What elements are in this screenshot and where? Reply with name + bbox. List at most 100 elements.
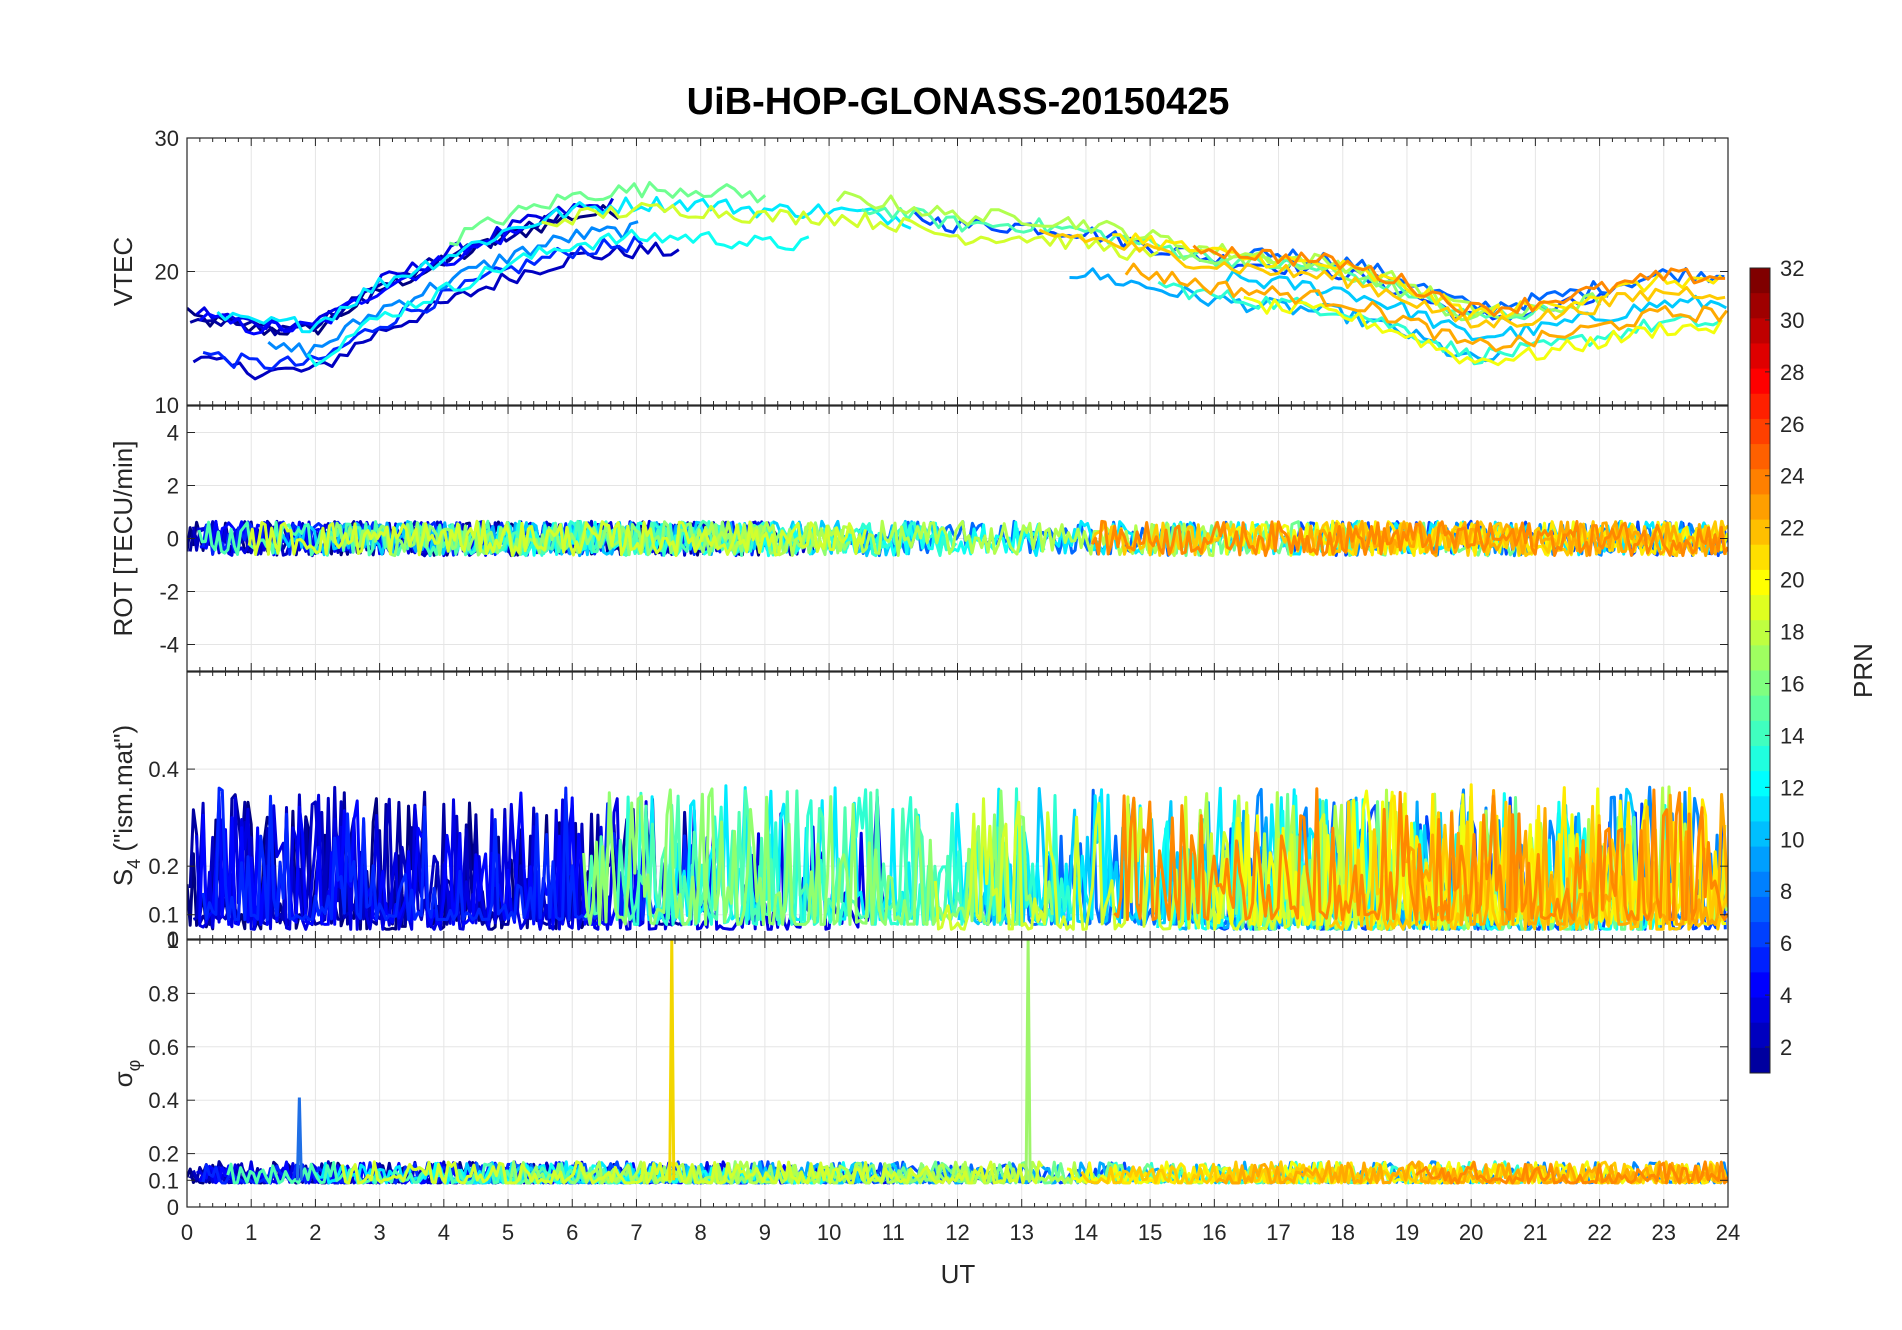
x-tick-label: 15: [1138, 1220, 1162, 1245]
colorbar-tick-label: 20: [1780, 568, 1804, 593]
series-prn-11: [271, 519, 936, 558]
colorbar-tick-label: 22: [1780, 516, 1804, 541]
x-tick-label: 24: [1716, 1220, 1740, 1245]
colorbar-tick-label: 30: [1780, 308, 1804, 333]
colorbar-tick-label: 8: [1780, 879, 1792, 904]
series-prn-12: [216, 196, 912, 334]
colorbar-tick-label: 2: [1780, 1035, 1792, 1060]
colorbar-tick-label: 6: [1780, 931, 1792, 956]
colorbar-tick-label: 24: [1780, 464, 1804, 489]
series-prn-24: [1090, 519, 1728, 558]
series-prn-24: [1113, 787, 1728, 922]
series-prn-11: [1224, 269, 1728, 342]
x-tick-label: 5: [502, 1220, 514, 1245]
y-axis-label: S4 ("ism.mat"): [108, 725, 144, 886]
y-tick-label: 0: [167, 1195, 179, 1220]
series-prn-9: [267, 220, 639, 359]
series-prn-18: [835, 190, 1501, 317]
series-prn-8: [1245, 247, 1725, 313]
series-prn-24: [1192, 244, 1726, 317]
y-tick-label: 0.2: [148, 1142, 179, 1167]
panel-2: -4 -2 0 2 4 ROT [TECU/min]: [108, 405, 1729, 672]
x-tick-label: 23: [1652, 1220, 1676, 1245]
colorbar-tick-label: 26: [1780, 412, 1804, 437]
x-tick-label: 12: [945, 1220, 969, 1245]
x-tick-label: 2: [309, 1220, 321, 1245]
series-prn-16: [448, 181, 767, 247]
y-tick-label: 0.2: [148, 854, 179, 879]
y-tick-label: 0.8: [148, 981, 179, 1006]
x-tick-label: 21: [1523, 1220, 1547, 1245]
series-prn-4: [195, 197, 615, 332]
x-tick-label: 22: [1587, 1220, 1611, 1245]
x-tick-label: 14: [1074, 1220, 1098, 1245]
colorbar-tick-label: 18: [1780, 620, 1804, 645]
series-prn-23: [1124, 262, 1728, 353]
series-prn-6: [202, 235, 644, 371]
colorbar-tick-label: 12: [1780, 775, 1804, 800]
series-prn-20: [1243, 295, 1723, 367]
x-axis: 0 1 2 3 4 5 6 7 8 9 10 11 12 13 14 15 16 17 18 19 20 21 22 23 24: [181, 1220, 1740, 1245]
colorbar-tick-label: 10: [1780, 827, 1804, 852]
x-tick-label: 6: [566, 1220, 578, 1245]
y-tick-label: 0: [167, 927, 179, 952]
colorbar-tick-label: 32: [1780, 256, 1804, 281]
y-tick-label: 1: [167, 928, 179, 953]
series-prn-19: [247, 519, 867, 558]
y-tick-label: 0.4: [148, 1088, 179, 1113]
x-tick-label: 4: [438, 1220, 450, 1245]
colorbar-tick-label: 14: [1780, 723, 1804, 748]
series-prn-19: [340, 1160, 1044, 1185]
x-tick-label: 19: [1395, 1220, 1419, 1245]
y-tick-label: 0.4: [148, 757, 179, 782]
panel-1: 10 20 30 VTEC: [108, 126, 1729, 418]
x-axis-label: UT: [941, 1259, 976, 1289]
colorbar-tick-label: 16: [1780, 671, 1804, 696]
colorbar-tick-label: 4: [1780, 983, 1792, 1008]
y-axis-label: ROT [TECU/min]: [108, 441, 138, 637]
spike-3: [295, 1097, 303, 1181]
x-tick-label: 0: [181, 1220, 193, 1245]
x-tick-label: 8: [695, 1220, 707, 1245]
colorbar-tick-label: 28: [1780, 360, 1804, 385]
series-prn-15: [583, 788, 963, 922]
y-tick-label: 4: [167, 421, 179, 446]
y-tick-label: 2: [167, 474, 179, 499]
x-tick-label: 10: [817, 1220, 841, 1245]
x-tick-label: 16: [1202, 1220, 1226, 1245]
y-tick-label: -2: [159, 580, 179, 605]
y-tick-label: 30: [155, 126, 179, 151]
series-prn-24: [1415, 1160, 1728, 1185]
x-tick-label: 7: [630, 1220, 642, 1245]
series-prn-22: [1038, 228, 1726, 329]
y-tick-label: 10: [155, 393, 179, 418]
y-axis-label: VTEC: [108, 237, 138, 306]
series-prn-13: [306, 228, 810, 367]
y-tick-label: 0: [167, 527, 179, 552]
colorbar-frame: [1749, 267, 1771, 1074]
y-axis-label: σφ: [108, 1060, 144, 1088]
y-tick-label: 0.6: [148, 1035, 179, 1060]
series-prn-18: [691, 519, 1224, 558]
x-tick-label: 1: [245, 1220, 257, 1245]
series-prn-19: [541, 201, 1159, 261]
y-tick-label: 0.1: [148, 1168, 179, 1193]
spike-1: [668, 940, 676, 1181]
x-tick-label: 17: [1266, 1220, 1290, 1245]
spike-2: [1024, 940, 1032, 1181]
chart-title: UiB-HOP-GLONASS-20150425: [687, 81, 1230, 123]
y-tick-label: 0.1: [148, 903, 179, 928]
colorbar-label: PRN: [1848, 643, 1878, 698]
series-prn-14: [1157, 280, 1722, 366]
y-tick-label: -4: [159, 633, 179, 658]
x-tick-label: 13: [1009, 1220, 1033, 1245]
x-tick-label: 20: [1459, 1220, 1483, 1245]
series-prn-22: [1090, 519, 1728, 558]
panel-3: 0.1 0.2 0.4 0 S4 ("ism.mat"): [108, 671, 1729, 952]
x-tick-label: 11: [882, 1220, 905, 1245]
x-tick-label: 18: [1331, 1220, 1355, 1245]
x-tick-label: 3: [374, 1220, 386, 1245]
